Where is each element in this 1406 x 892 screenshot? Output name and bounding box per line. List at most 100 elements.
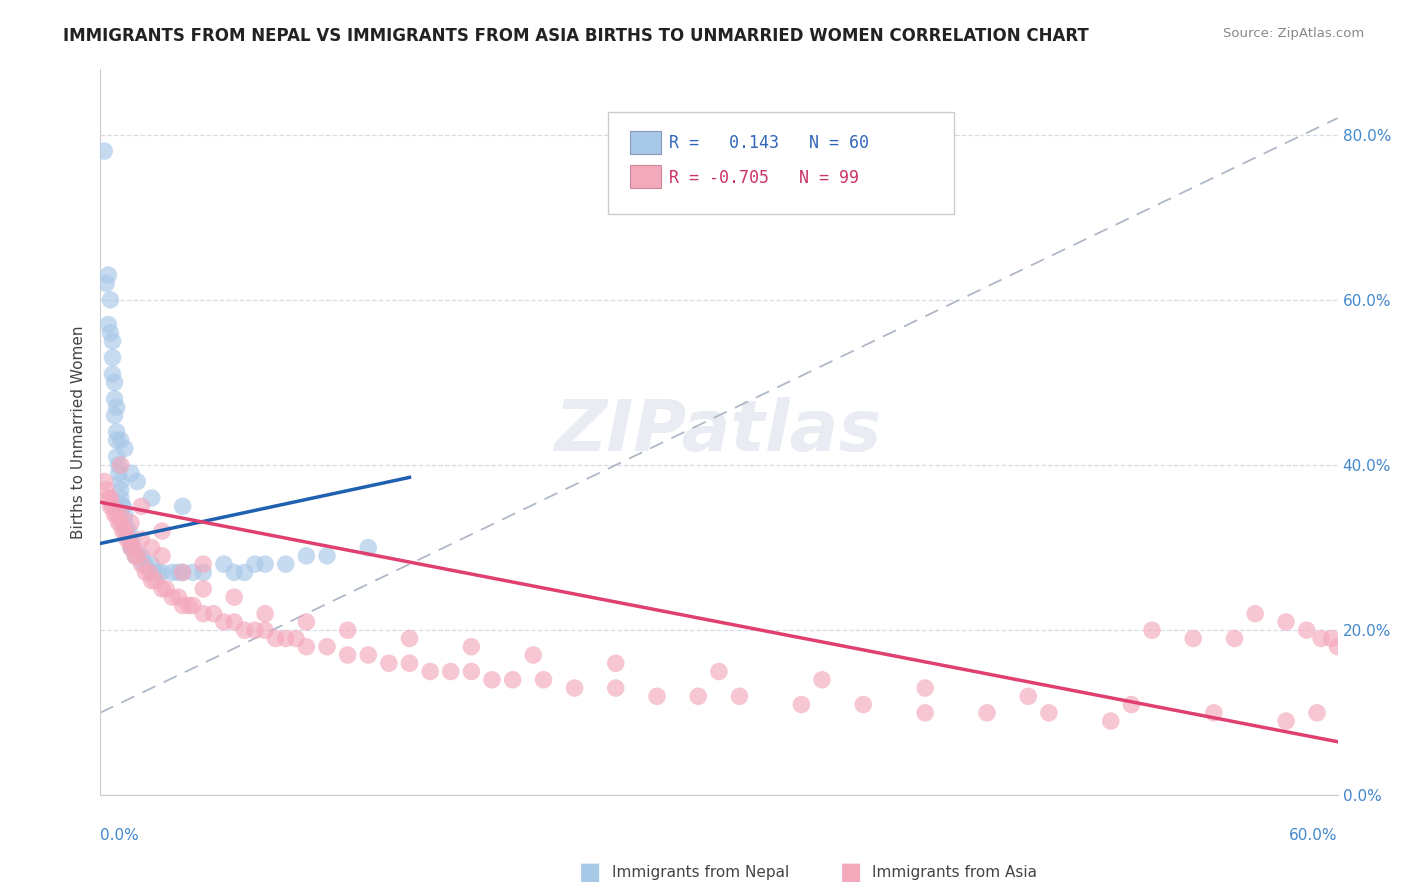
Point [502,673,524,687]
Point [114,516,136,530]
Point [295,615,318,629]
Point [1038,706,1060,720]
Point [127,549,149,563]
Point [105,450,128,464]
Point [124,549,146,563]
Point [688,690,710,704]
Point [110,458,132,472]
Point [110,508,132,522]
Text: Immigrants from Nepal: Immigrants from Nepal [612,865,789,880]
Point [914,681,936,695]
Point [131,533,153,547]
Point [440,665,463,679]
Point [914,706,936,720]
Point [131,549,153,563]
FancyBboxPatch shape [630,131,661,154]
Point [96,277,118,291]
Point [110,516,132,530]
Point [114,442,136,456]
Point [155,582,177,596]
Point [181,599,204,613]
Point [142,566,165,580]
Point [97,318,120,332]
Point [141,557,163,571]
Point [1244,607,1267,621]
Point [122,541,145,555]
Text: R =   0.143   N = 60: R = 0.143 N = 60 [669,135,869,153]
Point [254,607,277,621]
Point [202,607,225,621]
Point [460,665,482,679]
Point [103,508,125,522]
Point [162,566,184,580]
Point [172,500,194,514]
Point [131,557,153,571]
Point [114,508,136,522]
Point [150,549,173,563]
Point [110,483,132,497]
Point [1121,698,1143,712]
Point [295,640,318,654]
Point [101,500,124,514]
Text: ■: ■ [579,861,602,884]
Point [131,500,153,514]
Point [605,681,627,695]
Point [1326,640,1348,654]
Point [224,615,246,629]
Point [707,665,730,679]
Point [522,648,544,662]
Point [398,657,420,671]
Point [118,533,141,547]
Text: 60.0%: 60.0% [1289,828,1337,843]
Point [274,632,297,646]
Point [233,566,256,580]
Point [122,541,145,555]
Point [127,549,149,563]
Text: ZIPatlas: ZIPatlas [555,398,883,467]
Point [193,566,215,580]
Point [100,326,122,340]
Point [120,541,142,555]
Point [127,475,149,489]
Point [790,698,813,712]
Point [811,673,834,687]
Point [357,648,380,662]
Point [224,566,246,580]
Y-axis label: Births to Unmarried Women: Births to Unmarried Women [72,326,86,539]
Point [120,516,142,530]
FancyBboxPatch shape [630,165,661,188]
Point [115,533,138,547]
Point [645,690,668,704]
Point [460,640,482,654]
Point [1295,624,1317,638]
Point [336,624,359,638]
Point [111,500,134,514]
Point [115,524,138,538]
FancyBboxPatch shape [607,112,955,214]
Point [134,566,156,580]
Point [110,434,132,448]
Point [193,582,215,596]
Point [316,549,339,563]
Point [107,458,129,472]
Point [105,434,128,448]
Point [105,508,128,522]
Point [1310,632,1333,646]
Point [103,376,125,390]
Point [150,566,173,580]
Point [100,491,122,505]
Point [105,400,128,414]
Point [145,574,167,588]
Point [138,566,160,580]
Point [146,566,169,580]
Text: IMMIGRANTS FROM NEPAL VS IMMIGRANTS FROM ASIA BIRTHS TO UNMARRIED WOMEN CORRELAT: IMMIGRANTS FROM NEPAL VS IMMIGRANTS FROM… [63,27,1090,45]
Point [224,590,246,604]
Point [172,566,194,580]
Point [295,549,318,563]
Point [118,524,141,538]
Point [97,268,120,282]
Point [243,624,266,638]
Point [167,590,190,604]
Point [120,541,142,555]
Point [103,409,125,423]
